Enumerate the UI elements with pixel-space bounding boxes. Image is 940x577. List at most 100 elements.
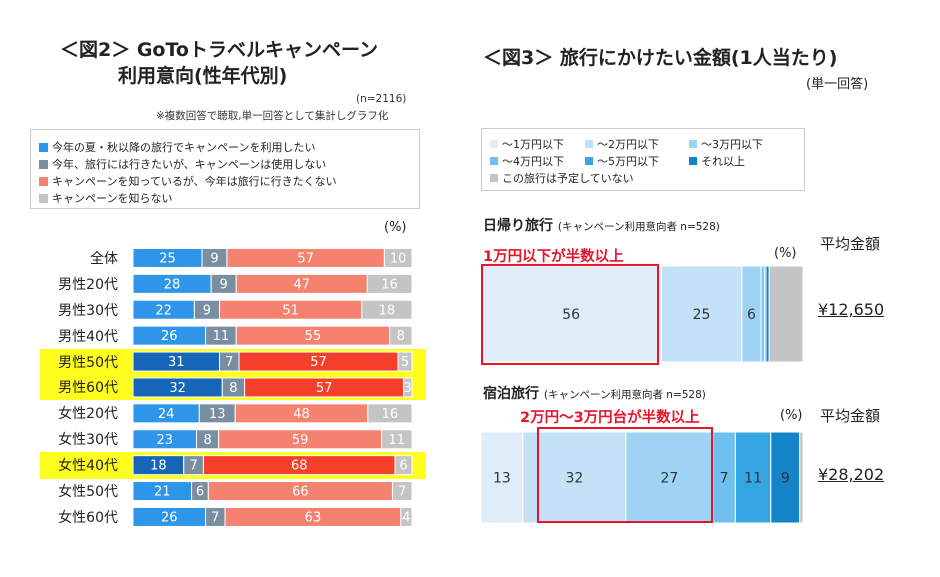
row-label: 男性50代 bbox=[58, 354, 118, 371]
bar-value-label: 22 bbox=[155, 303, 172, 318]
bar-value-label: 7 bbox=[398, 485, 406, 500]
row-label: 女性20代 bbox=[58, 406, 118, 423]
stay-unit-label: (%) bbox=[780, 408, 803, 423]
bar-value-label: 18 bbox=[150, 459, 167, 474]
stay-trip-title: 宿泊旅行 bbox=[483, 386, 539, 402]
stay-bar-value-label: 11 bbox=[744, 471, 762, 487]
legend-swatch bbox=[39, 176, 48, 186]
bar-value-label: 18 bbox=[379, 303, 396, 318]
stay-bar-value-label: 7 bbox=[720, 471, 729, 487]
row-label: 男性30代 bbox=[58, 302, 118, 319]
day-trip-highlight-text: 1万円以下が半数以上 bbox=[483, 249, 624, 265]
row-label: 男性60代 bbox=[58, 380, 118, 397]
bar-value-label: 23 bbox=[156, 433, 173, 448]
bar-value-label: 21 bbox=[154, 485, 171, 500]
day-avg-value: ¥12,650 bbox=[818, 300, 885, 319]
legend-label: ～5万円以下 bbox=[597, 155, 659, 168]
legend-label: ～4万円以下 bbox=[502, 155, 564, 168]
bar-value-label: 28 bbox=[164, 277, 181, 292]
bar-value-label: 7 bbox=[189, 459, 197, 474]
bar-value-label: 5 bbox=[401, 355, 409, 370]
right-note: (単一回答) bbox=[806, 77, 869, 92]
stay-bar-value-label: 9 bbox=[781, 471, 790, 487]
bar-value-label: 8 bbox=[203, 433, 211, 448]
day-bar-value-label: 56 bbox=[562, 307, 580, 323]
legend-item: キャンペーンを知らない bbox=[39, 190, 172, 206]
bar-value-label: 7 bbox=[225, 355, 233, 370]
stay-avg-value: ¥28,202 bbox=[818, 465, 885, 484]
stay-bar-value-label: 27 bbox=[660, 471, 678, 487]
bar-value-label: 31 bbox=[168, 355, 185, 370]
legend-swatch bbox=[689, 157, 697, 165]
bar-segment bbox=[391, 481, 413, 502]
right-title: ＜図3＞ 旅行にかけたい金額(1人当たり) bbox=[483, 47, 838, 69]
legend-swatch bbox=[585, 140, 593, 148]
legend-item: ～1万円以下 bbox=[490, 136, 564, 152]
legend-item: 今年の夏・秋以降の旅行でキャンペーンを利用したい bbox=[39, 139, 315, 155]
legend-swatch bbox=[39, 159, 48, 169]
row-label: 男性40代 bbox=[58, 328, 118, 345]
bar-value-label: 59 bbox=[292, 433, 309, 448]
bar-value-label: 8 bbox=[229, 381, 237, 396]
bar-value-label: 51 bbox=[282, 303, 299, 318]
legend-label: キャンペーンを知っているが、今年は旅行に行きたくない bbox=[52, 175, 337, 188]
bar-value-label: 57 bbox=[310, 355, 327, 370]
legend-swatch bbox=[689, 140, 697, 148]
bar-value-label: 63 bbox=[305, 510, 322, 525]
bar-value-label: 68 bbox=[291, 459, 308, 474]
stay-bar-segment bbox=[522, 431, 627, 524]
stay-bar-value-label: 13 bbox=[493, 471, 511, 487]
stay-bar-value-label: 32 bbox=[565, 471, 583, 487]
legend-label: ～1万円以下 bbox=[502, 138, 564, 151]
left-title-line2: 利用意向(性年代別) bbox=[118, 65, 288, 87]
legend-label: ～3万円以下 bbox=[701, 138, 763, 151]
bar-value-label: 16 bbox=[382, 407, 399, 422]
legend-item: それ以上 bbox=[689, 153, 745, 169]
legend-item: ～5万円以下 bbox=[585, 153, 659, 169]
legend-item: この旅行は予定していない bbox=[490, 170, 634, 186]
legend-label: ～2万円以下 bbox=[597, 138, 659, 151]
bar-segment bbox=[383, 247, 413, 268]
bar-value-label: 32 bbox=[169, 381, 186, 396]
legend-label: この旅行は予定していない bbox=[502, 172, 634, 185]
bar-value-label: 13 bbox=[209, 407, 226, 422]
legend-swatch bbox=[585, 157, 593, 165]
legend-swatch bbox=[39, 142, 48, 152]
bar-value-label: 9 bbox=[220, 277, 228, 292]
day-trip-highlight-box bbox=[481, 264, 659, 365]
stay-bar-segment bbox=[799, 431, 804, 524]
bar-segment bbox=[403, 377, 413, 398]
bar-value-label: 16 bbox=[381, 277, 398, 292]
day-trip-title: 日帰り旅行 bbox=[483, 218, 553, 234]
day-avg-label: 平均金額 bbox=[820, 235, 881, 253]
legend-item: 今年、旅行には行きたいが、キャンペーンは使用しない bbox=[39, 156, 326, 172]
legend-label: 今年、旅行には行きたいが、キャンペーンは使用しない bbox=[52, 158, 327, 171]
bar-value-label: 57 bbox=[316, 381, 333, 396]
bar-value-label: 47 bbox=[294, 277, 311, 292]
row-label: 女性40代 bbox=[58, 458, 118, 475]
day-trip-label: 日帰り旅行 (キャンペーン利用意向者 n=528) bbox=[483, 215, 720, 235]
method-note: ※複数回答で聴取,単一回答として集計しグラフ化 bbox=[156, 110, 389, 122]
legend-item: キャンペーンを知っているが、今年は旅行に行きたくない bbox=[39, 173, 337, 189]
bar-value-label: 10 bbox=[390, 251, 407, 266]
legend-item: ～3万円以下 bbox=[689, 136, 763, 152]
stay-trip-highlight-box bbox=[537, 427, 713, 523]
stay-trip-label: 宿泊旅行 (キャンペーン利用意向者 n=528) bbox=[483, 383, 706, 403]
stay-bar-segment bbox=[770, 431, 801, 524]
bar-value-label: 11 bbox=[389, 433, 406, 448]
bar-segment bbox=[361, 299, 413, 320]
row-label: 男性20代 bbox=[58, 276, 118, 293]
bar-segment bbox=[397, 351, 413, 372]
legend-label: それ以上 bbox=[701, 155, 745, 168]
day-bar-segment bbox=[768, 265, 804, 363]
left-unit-label: (%) bbox=[384, 220, 407, 235]
bar-value-label: 6 bbox=[196, 485, 204, 500]
day-trip-note: (キャンペーン利用意向者 n=528) bbox=[557, 221, 720, 233]
row-label: 女性60代 bbox=[58, 509, 118, 526]
sample-size-note: (n=2116) bbox=[356, 93, 407, 105]
bar-value-label: 6 bbox=[399, 459, 407, 474]
stay-trip-note: (キャンペーン利用意向者 n=528) bbox=[543, 389, 706, 401]
left-legend: 今年の夏・秋以降の旅行でキャンペーンを利用したい 今年、旅行には行きたいが、キャ… bbox=[30, 129, 420, 209]
bar-value-label: 24 bbox=[158, 407, 175, 422]
bar-value-label: 9 bbox=[210, 251, 218, 266]
